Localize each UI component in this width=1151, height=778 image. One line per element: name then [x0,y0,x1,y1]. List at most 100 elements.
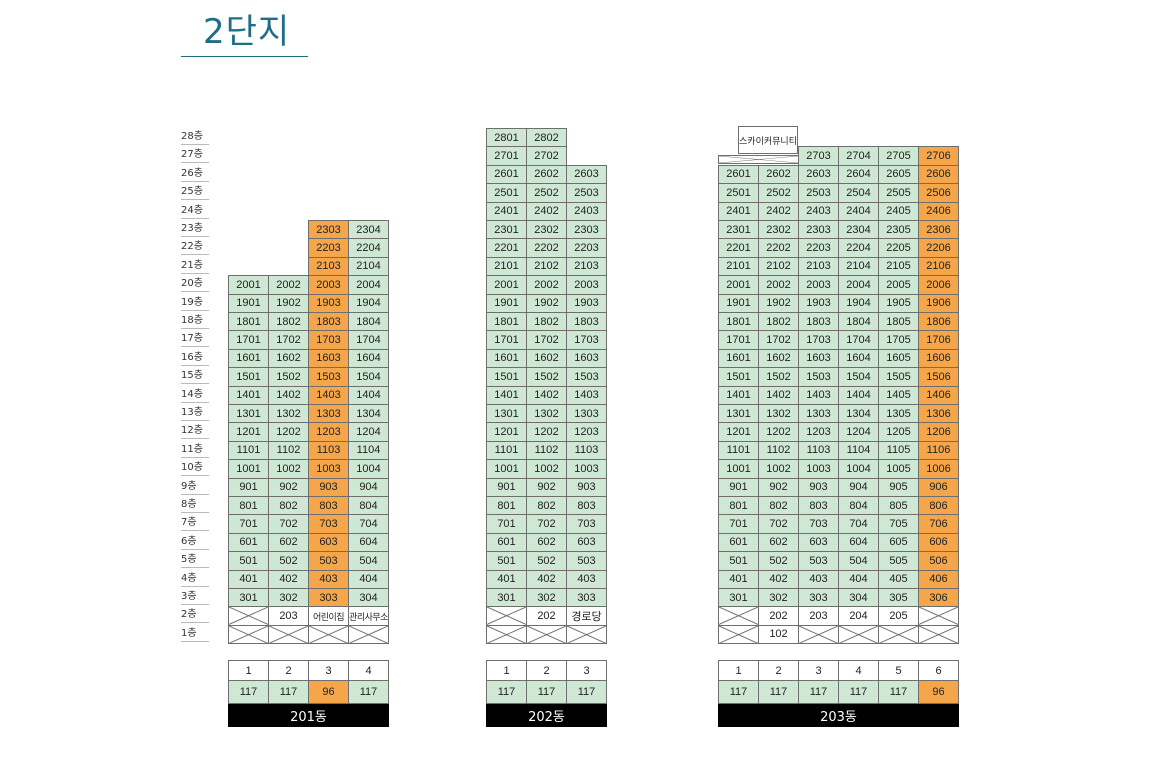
floor-label: 11층 [181,441,209,458]
line-number-cell: 2 [268,660,309,681]
unit-cell: 802 [758,496,799,516]
unit-cell: 305 [878,588,919,608]
pilotis-cell [486,606,527,626]
unit-cell: 901 [228,477,269,497]
line-number-cell: 1 [486,660,527,681]
unit-cell: 606 [918,532,959,553]
unit-cell: 1806 [918,312,959,332]
unit-cell: 2002 [758,275,799,295]
unit-cell: 1704 [348,330,389,350]
unit-cell: 2202 [758,238,799,258]
unit-cell: 1503 [566,367,607,387]
unit-cell: 2501 [718,183,759,203]
unit-cell: 1703 [798,330,839,350]
unit-cell: 1905 [878,293,919,313]
unit-cell: 2103 [566,256,607,277]
floor-label: 25층 [181,183,209,201]
unit-cell: 2605 [878,164,919,185]
unit-cell: 1202 [268,422,309,442]
unit-cell: 2702 [526,146,567,166]
unit-cell: 2302 [526,220,567,240]
unit-cell: 1202 [526,422,567,442]
unit-cell: 1902 [758,293,799,313]
line-number-cell: 5 [878,660,919,681]
unit-cell: 2604 [838,164,879,185]
unit-cell: 2503 [566,183,607,203]
unit-cell: 301 [718,588,759,608]
unit-cell: 905 [878,477,919,497]
unit-cell: 702 [526,514,567,534]
unit-cell: 604 [838,532,879,553]
unit-cell: 2602 [526,164,567,185]
floor-label: 1층 [181,625,209,642]
unit-cell: 1903 [566,293,607,313]
line-number-cell: 2 [526,660,567,681]
unit-cell: 1606 [918,348,959,369]
floor-label: 5층 [181,551,209,569]
unit-cell: 2303 [308,220,349,240]
floor-label: 9층 [181,478,209,495]
unit-cell: 804 [348,496,389,516]
area-cell: 117 [526,680,567,704]
pilotis-cell [348,624,389,645]
line-number-cell: 3 [308,660,349,681]
unit-cell: 906 [918,477,959,497]
unit-cell: 2002 [268,275,309,295]
unit-cell: 1001 [228,459,269,479]
unit-cell: 604 [348,532,389,553]
unit-cell: 301 [486,588,527,608]
unit-cell: 501 [486,551,527,571]
floor-label: 15층 [181,367,209,385]
line-number-cell: 2 [758,660,799,681]
unit-cell: 2704 [838,146,879,166]
area-cell: 96 [918,680,959,704]
unit-cell: 1403 [566,385,607,405]
unit-cell: 803 [798,496,839,516]
unit-cell: 2802 [526,128,567,148]
unit-cell: 1302 [758,404,799,424]
unit-cell: 1005 [878,459,919,479]
unit-cell: 1204 [838,422,879,442]
unit-cell: 704 [838,514,879,534]
sky-bridge-void [718,155,799,165]
unit-cell: 2305 [878,220,919,240]
unit-cell: 405 [878,569,919,589]
pilotis-cell [918,624,959,645]
unit-cell: 1602 [268,348,309,369]
unit-cell: 2505 [878,183,919,203]
unit-cell: 301 [228,588,269,608]
area-cell: 117 [878,680,919,704]
unit-cell: 1904 [838,293,879,313]
unit-cell: 802 [526,496,567,516]
unit-cell: 1801 [228,312,269,332]
unit-cell: 1001 [486,459,527,479]
unit-cell: 1603 [798,348,839,369]
floor-label: 19층 [181,294,209,311]
unit-cell: 2104 [838,256,879,277]
unit-cell: 1605 [878,348,919,369]
floor-label: 2층 [181,606,209,624]
unit-cell: 504 [348,551,389,571]
unit-cell: 2603 [566,164,607,185]
unit-cell: 402 [758,569,799,589]
unit-cell: 903 [566,477,607,497]
unit-cell: 2203 [798,238,839,258]
floor-label: 7층 [181,514,209,532]
unit-cell: 1002 [758,459,799,479]
unit-cell: 1701 [228,330,269,350]
unit-cell: 2703 [798,146,839,166]
unit-cell: 1002 [268,459,309,479]
area-cell: 117 [718,680,759,704]
unit-cell: 1603 [308,348,349,369]
unit-cell: 1101 [486,440,527,461]
unit-cell: 1402 [526,385,567,405]
unit-cell: 1202 [758,422,799,442]
unit-cell: 902 [268,477,309,497]
unit-cell: 302 [268,588,309,608]
facility-cell: 102 [758,624,799,645]
title-underline [181,56,308,57]
unit-cell: 2204 [348,238,389,258]
unit-cell: 1105 [878,440,919,461]
floor-label: 27층 [181,146,209,164]
unit-cell: 1802 [268,312,309,332]
